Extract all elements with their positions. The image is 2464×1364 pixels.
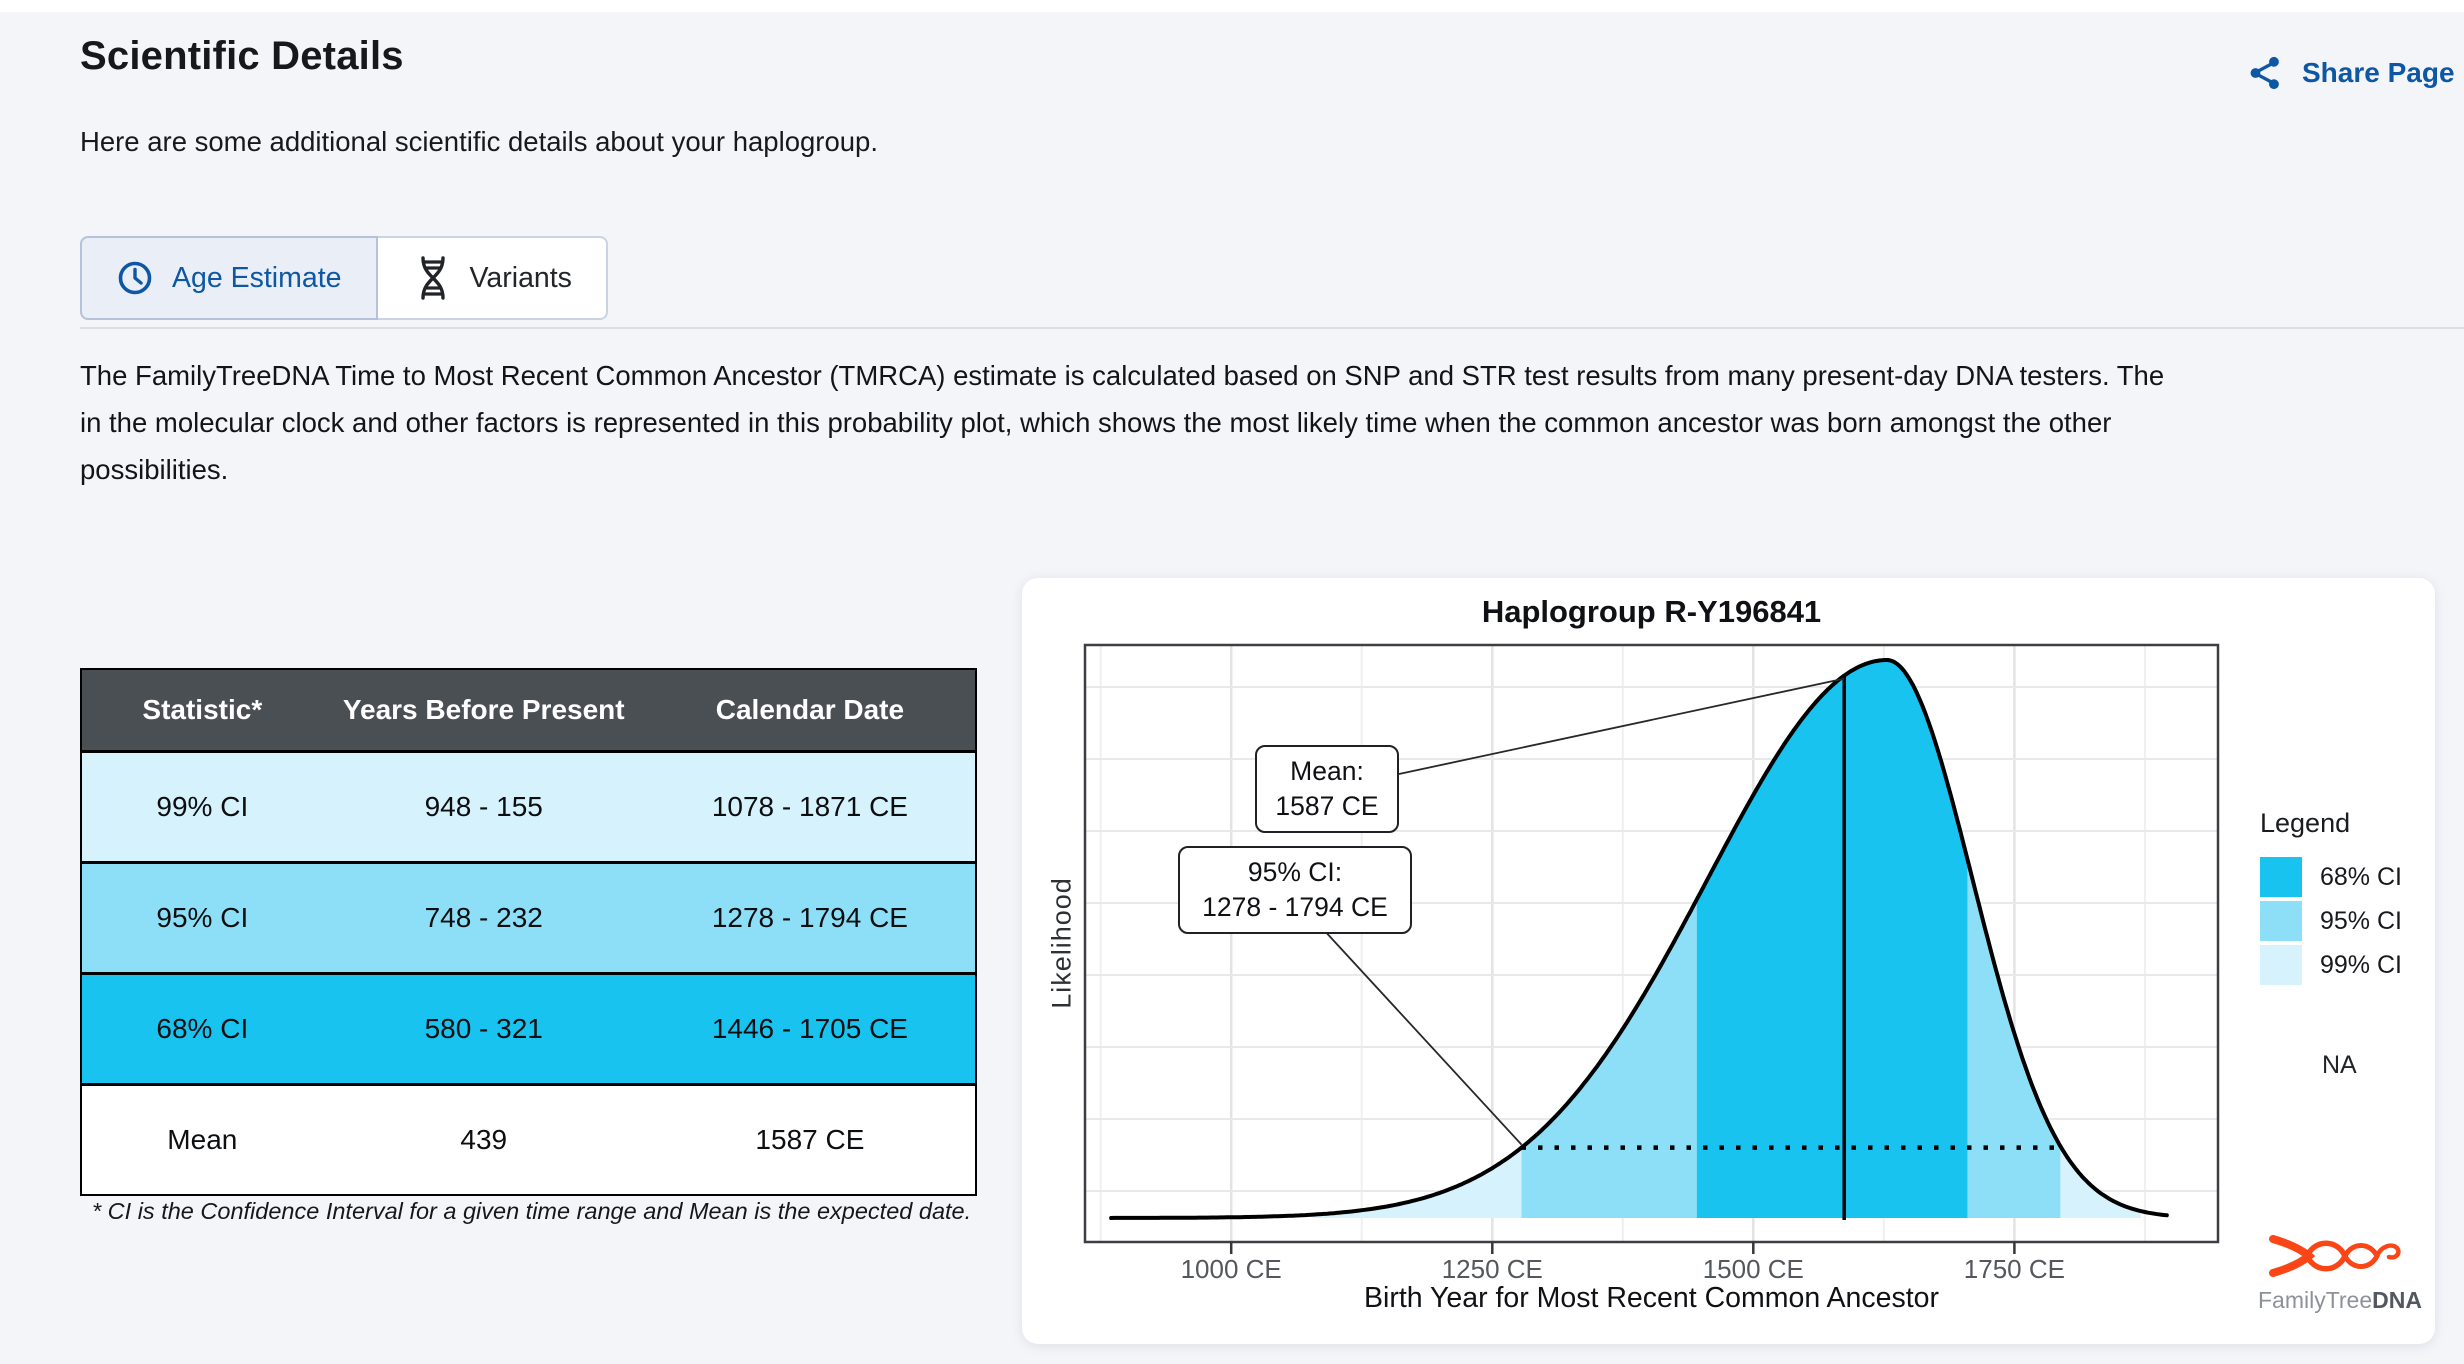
legend-na-label: NA [2322, 1051, 2357, 1079]
x-tick-label: 1000 CE [1180, 1254, 1282, 1284]
table-cell-statistic: 99% CI [156, 791, 249, 822]
legend-title: Legend [2260, 808, 2351, 838]
legend-item: 95% CI [2260, 899, 2402, 943]
tmrca-description: The FamilyTreeDNA Time to Most Recent Co… [80, 352, 2164, 493]
table-cell-statistic: Mean [81, 1083, 323, 1195]
plot-panel-border [1083, 643, 2220, 1244]
chart-legend: Legend 68% CI 95% CI 99% CI NA [2260, 808, 2402, 1080]
table-header-cell: Statistic* [81, 669, 323, 753]
confidence-interval-fills [1312, 660, 2141, 1218]
share-page-button[interactable]: Share Page [2246, 54, 2455, 92]
age-estimate-table: Statistic* Years Before Present Calendar D… [80, 668, 977, 1196]
tab-variants-label: Variants [469, 261, 572, 294]
page-title: Scientific Details [80, 34, 404, 78]
table-row: 68% CI 580 - 321 1446 - 1705 CE [81, 972, 976, 1085]
share-icon [2246, 54, 2284, 92]
legend-swatch [2260, 945, 2302, 985]
dna-icon [412, 255, 452, 301]
familytreedna-logo: FamilyTreeDNA [2250, 1230, 2430, 1314]
tab-age-estimate-label: Age Estimate [172, 261, 342, 294]
y-axis-label: Likelihood [1046, 877, 1077, 1009]
ci95-annotation-line-1: 95% CI: [1247, 857, 1343, 887]
share-page-label: Share Page [2302, 57, 2455, 88]
x-tick-label: 1500 CE [1702, 1254, 1804, 1284]
tab-age-estimate[interactable]: Age Estimate [80, 236, 378, 320]
table-cell-years_before_present: 948 - 155 [424, 791, 543, 822]
description-line-3: possibilities. [80, 454, 229, 485]
page-subtitle: Here are some additional scientific deta… [80, 126, 878, 157]
legend-item-label: 95% CI [2320, 906, 2402, 935]
wordmark-bold: DNA [2372, 1287, 2422, 1313]
familytreedna-wordmark: FamilyTreeDNA [2250, 1287, 2430, 1314]
x-tick-label: 1250 CE [1441, 1254, 1543, 1284]
dna-helix-logo-icon [2265, 1230, 2415, 1287]
table-cell-calendar_date: 1078 - 1871 CE [711, 791, 908, 822]
ci-fill-68 [1696, 660, 1968, 1218]
tab-variants[interactable]: Variants [377, 236, 608, 320]
ci95-callout-line [1321, 927, 1523, 1146]
table-cell-calendar_date: 1446 - 1705 CE [644, 972, 976, 1085]
table-row: 95% CI 748 - 232 1278 - 1794 CE [81, 861, 976, 974]
tab-bar: Age Estimate Variants [80, 236, 608, 320]
table-cell-years_before_present: 748 - 232 [322, 861, 645, 974]
legend-item-label: 99% CI [2320, 950, 2402, 979]
x-tick-label: 1750 CE [1963, 1254, 2065, 1284]
description-line-2: in the molecular clock and other factors… [80, 407, 2112, 438]
table-cell-years_before_present: 580 - 321 [322, 972, 645, 1085]
table-header-cell: Years Before Present [322, 669, 645, 753]
clock-icon [116, 259, 154, 297]
ci95-annotation: 95% CI: 1278 - 1794 CE [1178, 846, 1412, 934]
probability-plot [1083, 643, 2220, 1254]
legend-item: 68% CI [2260, 855, 2402, 899]
description-line-1: The FamilyTreeDNA Time to Most Recent Co… [80, 360, 2165, 391]
x-axis-label: Birth Year for Most Recent Common Ancest… [1363, 1282, 1939, 1314]
mean-annotation-line-1: Mean: [1290, 756, 1364, 786]
density-curve [1109, 658, 2169, 1220]
table-cell-years_before_present: 439 [322, 1083, 645, 1195]
mean-callout-line [1398, 677, 1845, 775]
legend-item: 99% CI [2260, 943, 2402, 987]
mean-annotation-line-2: 1587 CE [1275, 791, 1379, 821]
ci95-annotation-line-2: 1278 - 1794 CE [1202, 892, 1388, 922]
legend-swatch [2260, 901, 2302, 941]
table-header: Statistic* Years Before Present Calendar D… [81, 669, 976, 753]
ci-fill-95 [1521, 660, 2061, 1218]
legend-swatch [2260, 857, 2302, 897]
probability-plot-card: Haplogroup R-Y196841 Likelihood Birth Ye… [1022, 578, 2435, 1344]
table-row: Mean 439 1587 CE [81, 1083, 976, 1195]
chart-title: Haplogroup R-Y196841 [1481, 594, 1822, 629]
table-footnote: * CI is the Confidence Interval for a gi… [92, 1198, 972, 1224]
mean-annotation: Mean: 1587 CE [1255, 745, 1399, 833]
wordmark-regular: FamilyTree [2257, 1287, 2373, 1313]
top-bar [0, 0, 2464, 12]
section-divider [80, 327, 2464, 329]
table-cell-calendar_date: 1278 - 1794 CE [644, 861, 976, 974]
table-row: 99% CI 948 - 155 1078 - 1871 CE [81, 751, 976, 863]
table-cell-calendar_date: 1587 CE [644, 1083, 976, 1195]
table-header-cell: Calendar Date [644, 669, 976, 753]
table-cell-statistic: 95% CI [81, 861, 323, 974]
legend-item-label: 68% CI [2320, 862, 2402, 891]
table-cell-statistic: 68% CI [81, 972, 323, 1085]
